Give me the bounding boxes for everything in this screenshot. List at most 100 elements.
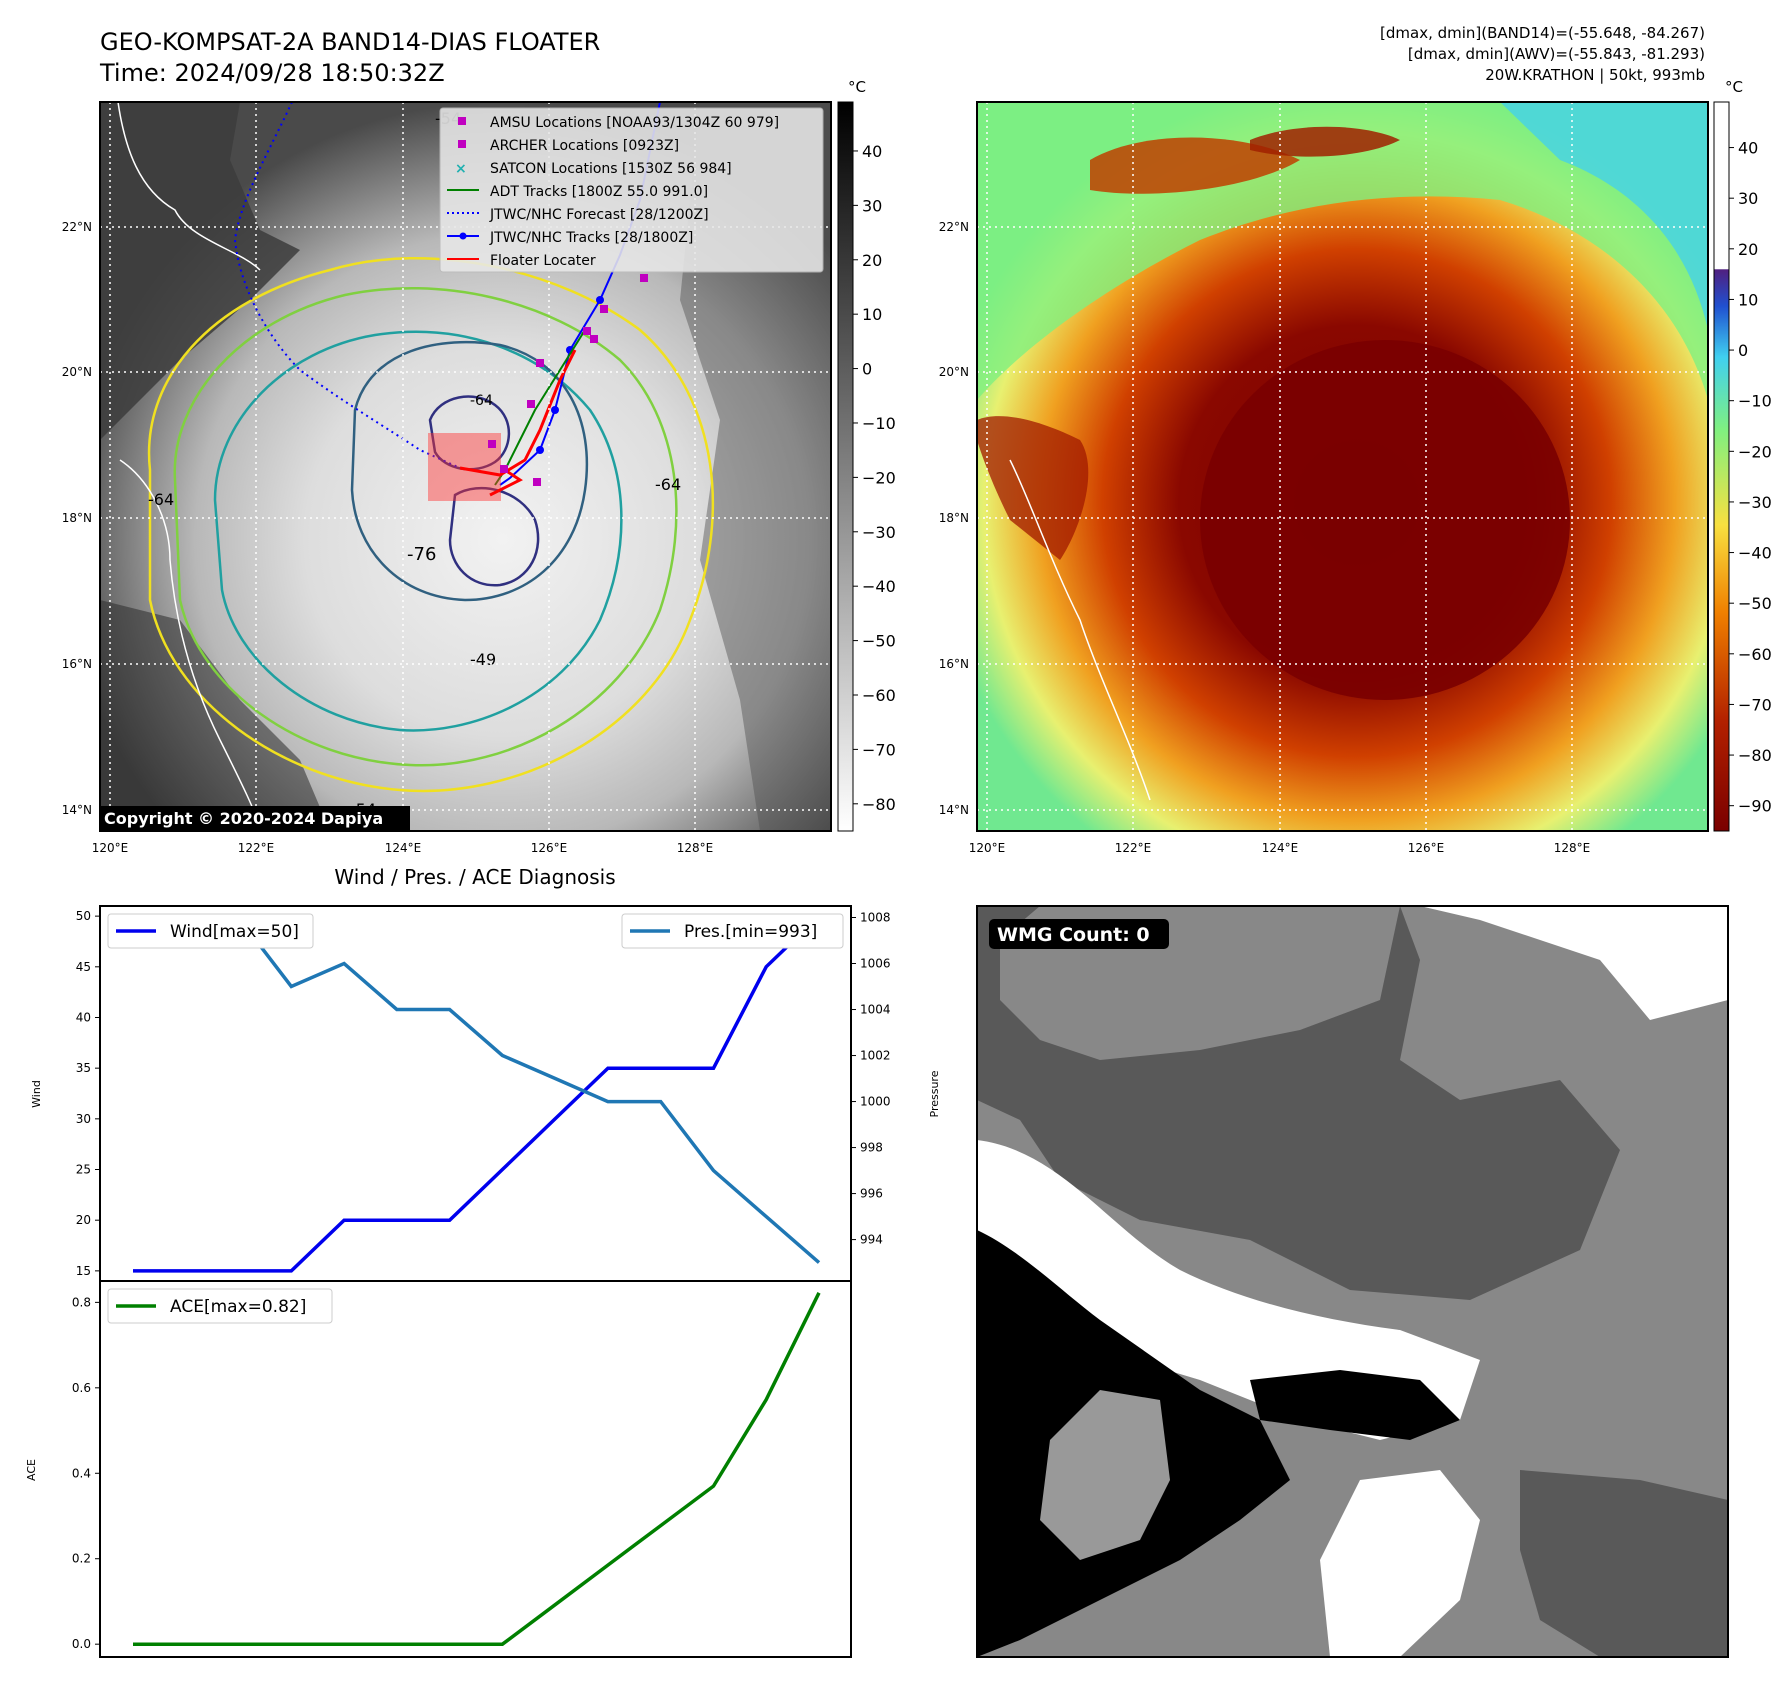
floater-locater-line [459,349,577,497]
colorbar2-tick-label: −70 [1738,695,1772,714]
dark-southwest-region [100,600,330,831]
wind-series-line [133,914,821,1273]
legend-archer-label: ARCHER Locations [0923Z] [490,138,679,154]
legend-adt-label: ADT Tracks [1800Z 55.0 991.0] [490,184,708,200]
wind-chart-frame [99,905,852,1282]
ace-y-tick-label: 0.8 [72,1295,91,1309]
ace-legend-label: ACE[max=0.82] [170,1297,306,1317]
map2-frame [976,101,1709,832]
contour-label: -64 [148,490,174,509]
wind-y-tick-label: 20 [76,1213,91,1227]
colorbar1-gradient [837,101,854,832]
colorbar2-tick-label: −20 [1738,442,1772,461]
wind-legend-label: Wind[max=50] [170,922,299,942]
colorbar1-tick-label: −20 [862,468,896,487]
ace-y-tick-label: 0.4 [72,1466,91,1480]
colorbar1-tick-label: 0 [862,360,872,379]
colorbar1-tick-label: 40 [862,142,882,161]
map2-lat-label: 16°N [939,657,969,671]
ace-y-tick-label: 0.6 [72,1381,91,1395]
wmg-white-band [977,1140,1480,1440]
colorbar2-tick-label: 30 [1738,189,1758,208]
wmg-panel: WMG Count: 0 [976,905,1729,1658]
amsu-location-marker [640,274,648,282]
colorbar2-tick-label: −50 [1738,594,1772,613]
legend-track-label: JTWC/NHC Tracks [28/1800Z] [489,230,693,246]
pressure-y-tick-label: 996 [860,1187,883,1201]
ace-chart-frame [99,1280,852,1658]
map1-lon-label: 128°E [677,841,714,855]
map-legend: AMSU Locations [NOAA93/1304Z 60 979] ARC… [439,107,824,273]
map1-axis-labels: 22°N 20°N 18°N 16°N 14°N 120°E 122°E 124… [62,220,714,855]
band14-range: [dmax, dmin](BAND14)=(-55.648, -84.267) [1380,24,1705,42]
wind-y-tick-label: 45 [76,960,91,974]
map1-lon-label: 126°E [531,841,568,855]
colorbar2-tick-label: 10 [1738,290,1758,309]
colorbar1-tick-label: 30 [862,196,882,215]
coastline-taiwan [117,102,261,271]
colorbar2-tick-label: 40 [1738,139,1758,158]
wmg-black-patch [1250,1370,1460,1440]
amsu-location-marker [590,335,598,343]
colorbar2-tick-label: −10 [1738,392,1772,411]
legend-box [439,107,824,273]
ace-series-line [133,1292,821,1646]
wmg-white-northeast [1420,906,1728,1020]
colorbar2-ticks: 40 30 20 10 0 −10 −20 −30 −40 −50 −60 −70 −80 −90 [1729,139,1772,816]
contour-label: -49 [470,650,496,669]
wmg-dark-southeast [1520,1470,1728,1657]
colorbar1-tick-label: 20 [862,251,882,270]
legend-satcon-marker: × [455,161,467,177]
colorbar1-tick-label: −80 [862,795,896,814]
colorbar1-tick-label: −10 [862,414,896,433]
legend-satcon-label: SATCON Locations [1530Z 56 984] [490,161,732,177]
map2-lon-label: 124°E [1262,841,1299,855]
wmg-light-gray-patch [1040,1390,1170,1560]
wind-pressure-chart: Wind Pressure 15202530354045509949969981… [30,905,941,1282]
wind-axis-label: Wind [30,1080,43,1108]
diagnosis-title: Wind / Pres. / ACE Diagnosis [334,865,615,889]
colorbar2-gradient [1713,101,1730,832]
ace-y-tick-label: 0.0 [72,1637,91,1651]
jtwc-track-point [596,296,604,304]
pressure-axis-label: Pressure [928,1070,941,1117]
map1-lon-label: 124°E [385,841,422,855]
pressure-y-tick-label: 1004 [860,1003,891,1017]
jtwc-track-point [551,406,559,414]
awv-band-north [1090,137,1300,194]
colorbar2-tick-label: 20 [1738,240,1758,259]
wmg-frame [976,905,1729,1658]
legend-amsu-marker [458,117,466,125]
wind-chart-marks: 15 20 25 30 35 40 45 50 994 996 998 1000 1002 1004 100… [76,909,891,1278]
colorbar1-tick-label: −60 [862,686,896,705]
pressure-y-tick-label: 994 [860,1233,883,1247]
map2-lat-label: 22°N [939,220,969,234]
pressure-y-tick-label: 1002 [860,1049,891,1063]
dark-cloudfree-region [100,102,300,440]
colorbar1-tick-label: 10 [862,305,882,324]
map1-lat-label: 14°N [62,803,92,817]
colorbar1-tick-label: −30 [862,523,896,542]
map1-lat-label: 16°N [62,657,92,671]
figure-title: GEO-KOMPSAT-2A BAND14-DIAS FLOATER [100,28,600,56]
colorbar2-tick-label: −80 [1738,746,1772,765]
legend-track-dot [459,232,467,240]
map2-lat-label: 14°N [939,803,969,817]
awv-cyan-northeast [1500,102,1708,330]
awv-west-band [977,416,1089,560]
amsu-location-marker [600,305,608,313]
jtwc-forecast-line [233,102,461,469]
archer-location-marker [527,400,535,408]
colorbar2-tick-label: −40 [1738,544,1772,563]
pressure-legend-box [621,913,844,949]
contour-dark-teal [350,340,589,602]
map1-lon-label: 120°E [92,841,129,855]
contour-label: -64 [470,393,493,409]
wmg-count-box [989,919,1169,949]
colorbar1-unit: °C [848,78,866,96]
wind-legend-box [107,913,314,949]
wind-y-tick-label: 25 [76,1163,91,1177]
ace-y-tick-label: 0.2 [72,1552,91,1566]
ace-legend-box [107,1288,333,1324]
